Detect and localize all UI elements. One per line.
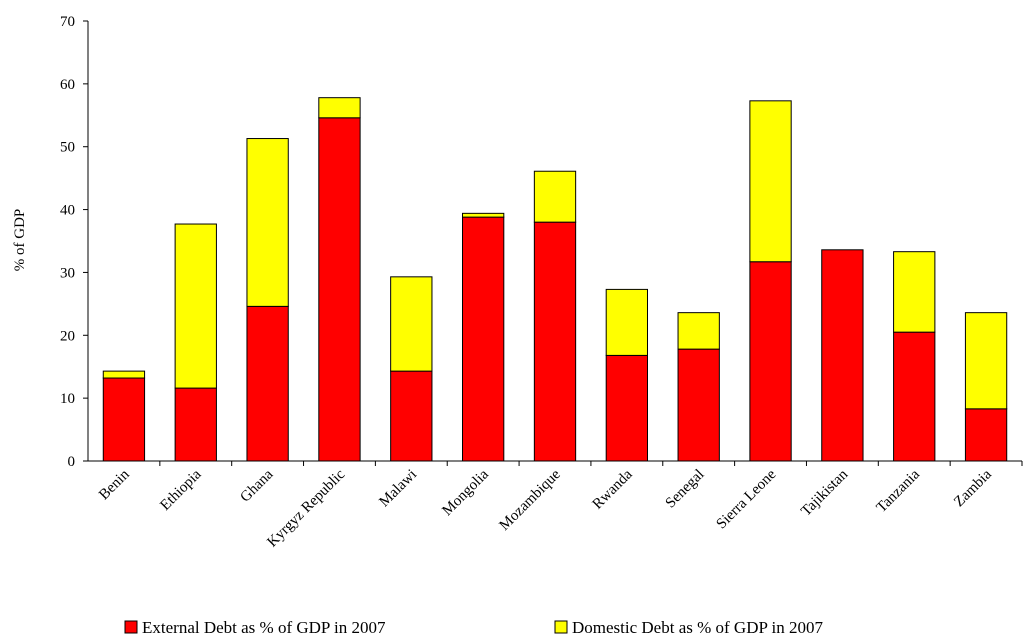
bar-external-debt-tanzania xyxy=(893,331,936,462)
y-axis-title: % of GDP xyxy=(12,209,28,272)
x-category-label: Mozambique xyxy=(497,466,565,534)
x-category-label: Zambia xyxy=(951,466,995,510)
bar-external-debt-mozambique xyxy=(533,221,577,462)
bar-domestic-debt-senegal xyxy=(677,312,720,350)
bar-external-debt-zambia xyxy=(964,408,1008,462)
bar-external-debt-tajikistan xyxy=(821,249,864,462)
bar-external-debt-rwanda xyxy=(605,354,649,462)
bar-domestic-debt-ghana xyxy=(246,138,289,307)
y-tick-label: 30 xyxy=(60,265,75,281)
x-category-label: Tanzania xyxy=(874,466,924,516)
legend-label: Domestic Debt as % of GDP in 2007 xyxy=(572,618,824,636)
legend: External Debt as % of GDP in 2007 Domesti… xyxy=(124,618,824,636)
bar-domestic-debt-kyrgyz-republic xyxy=(318,97,361,119)
legend-label: External Debt as % of GDP in 2007 xyxy=(142,618,386,636)
bar-external-debt-benin xyxy=(102,377,146,462)
bar-external-debt-malawi xyxy=(390,370,433,462)
x-category-label: Senegal xyxy=(663,467,708,512)
x-category-label: Malawi xyxy=(376,467,420,511)
bar-external-debt-ghana xyxy=(246,305,289,462)
y-tick-label: 20 xyxy=(60,328,75,344)
bar-domestic-debt-mongolia xyxy=(461,212,505,218)
legend-swatch xyxy=(554,620,568,634)
bar-external-debt-sierra-leone xyxy=(749,261,792,462)
bar-domestic-debt-ethiopia xyxy=(174,223,217,389)
y-tick-label: 50 xyxy=(60,140,75,156)
bar-domestic-debt-benin xyxy=(102,370,146,379)
bar-external-debt-kyrgyz-republic xyxy=(318,117,361,462)
x-category-label: Benin xyxy=(96,466,133,503)
bar-external-debt-ethiopia xyxy=(174,387,217,462)
x-category-label: Tajikistan xyxy=(798,466,851,519)
bar-domestic-debt-tanzania xyxy=(893,251,936,333)
x-category-label: Ghana xyxy=(237,466,276,505)
x-category-label: Sierra Leone xyxy=(714,466,780,532)
x-category-label: Ethiopia xyxy=(157,466,204,513)
x-category-label: Kyrgyz Republic xyxy=(264,466,348,550)
bar-external-debt-mongolia xyxy=(461,216,505,462)
bar-domestic-debt-zambia xyxy=(964,312,1008,410)
bar-domestic-debt-malawi xyxy=(390,276,433,372)
y-tick-label: 10 xyxy=(60,391,75,407)
y-tick-label: 0 xyxy=(68,454,76,470)
y-tick-label: 70 xyxy=(60,14,75,30)
bar-domestic-debt-rwanda xyxy=(605,288,649,356)
legend-swatch xyxy=(124,620,138,634)
bar-domestic-debt-sierra-leone xyxy=(749,100,792,263)
x-category-label: Mongolia xyxy=(439,466,492,519)
x-category-label: Rwanda xyxy=(590,466,636,512)
bar-external-debt-senegal xyxy=(677,348,720,462)
y-tick-label: 60 xyxy=(60,77,75,93)
y-tick-label: 40 xyxy=(60,203,75,219)
bar-domestic-debt-mozambique xyxy=(533,170,577,223)
